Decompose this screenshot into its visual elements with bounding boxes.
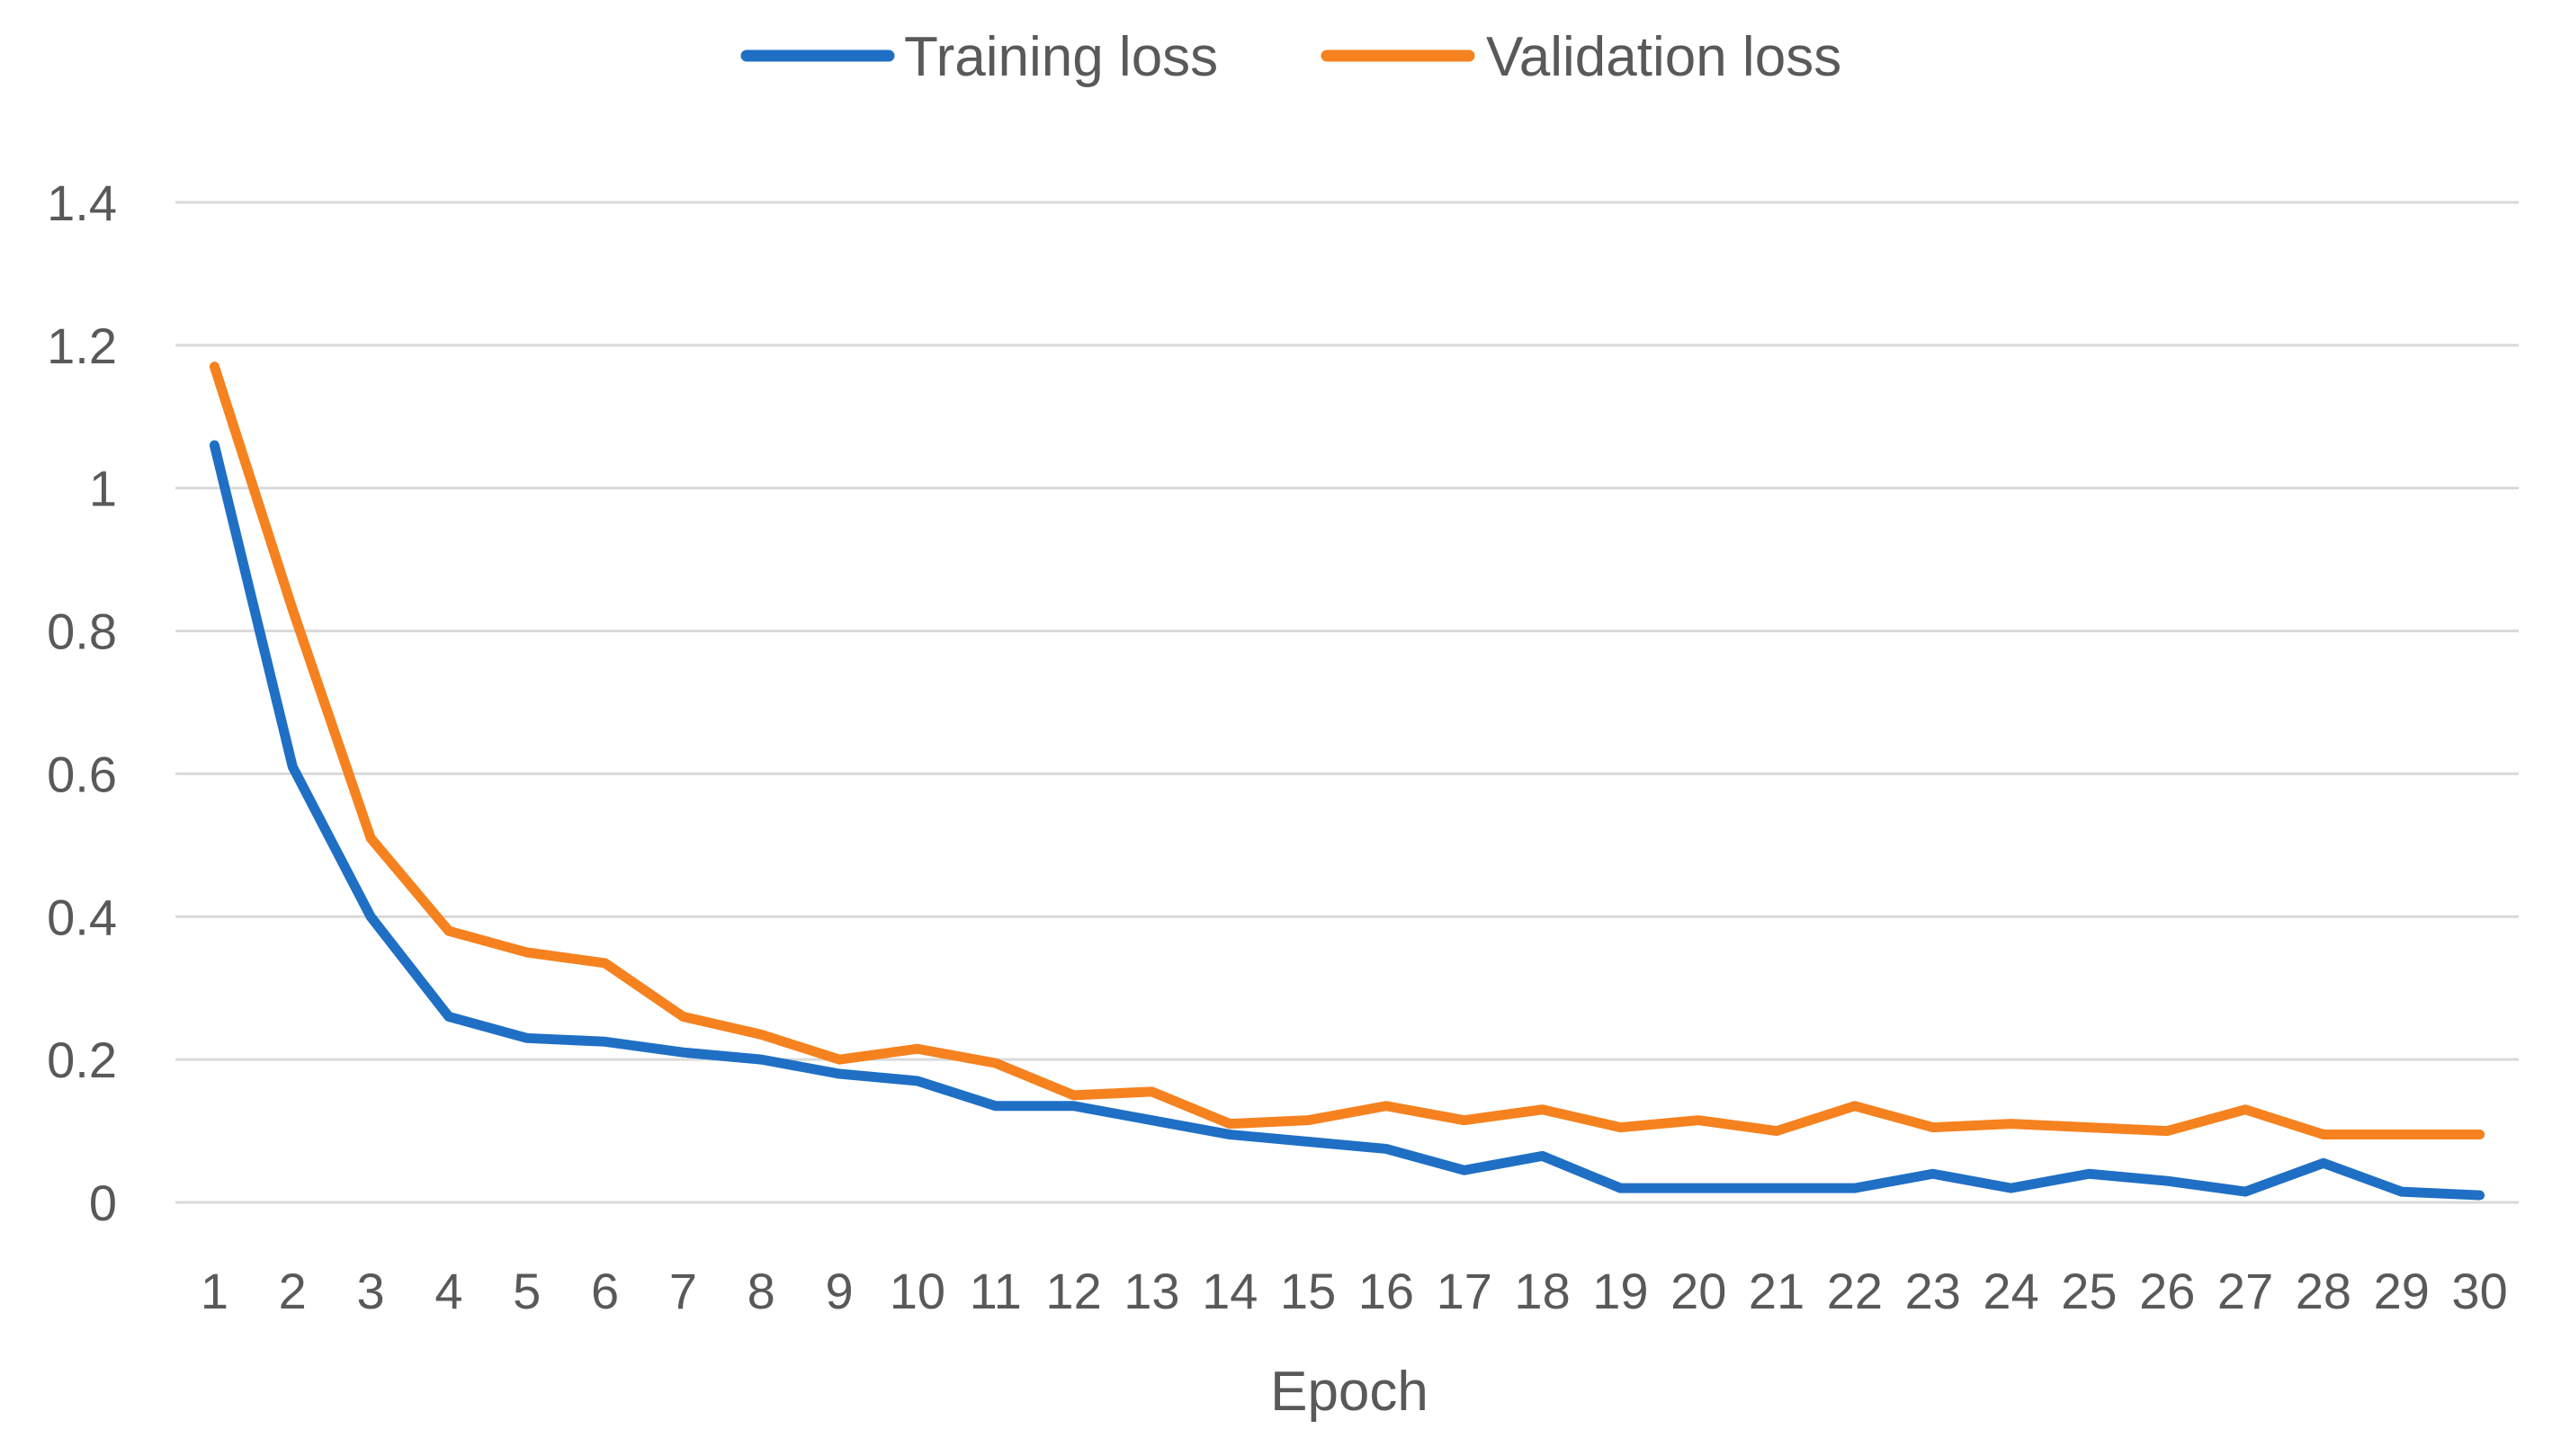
x-tick-label: 21 (1749, 1263, 1804, 1319)
gridlines (175, 201, 2519, 1204)
legend: Training loss Validation loss (740, 26, 1841, 88)
x-tick-label: 15 (1280, 1263, 1336, 1319)
x-tick-label: 17 (1437, 1263, 1492, 1319)
x-tick-label: 3 (357, 1263, 385, 1319)
x-tick-label: 1 (201, 1263, 228, 1319)
x-tick-label: 23 (1905, 1263, 1961, 1319)
x-tick-label: 16 (1358, 1263, 1414, 1319)
y-tick-label: 1.4 (47, 174, 117, 231)
y-tick-label: 0.4 (47, 889, 117, 945)
series-lines (209, 362, 2485, 1201)
y-tick-label: 0.6 (47, 746, 117, 802)
y-tick-label: 0.8 (47, 603, 117, 660)
y-tick-label: 0 (89, 1175, 117, 1231)
x-tick-label: 9 (826, 1263, 854, 1319)
x-tick-label: 7 (669, 1263, 697, 1319)
series-line-0 (209, 440, 2485, 1201)
x-tick-label: 24 (1983, 1263, 2038, 1319)
x-tick-label: 29 (2374, 1263, 2430, 1319)
x-tick-label: 13 (1124, 1263, 1179, 1319)
x-tick-label: 25 (2061, 1263, 2117, 1319)
x-tick-label: 28 (2296, 1263, 2351, 1319)
x-tick-label: 10 (890, 1263, 945, 1319)
x-tick-label: 30 (2451, 1263, 2507, 1319)
legend-label-1: Validation loss (1486, 26, 1841, 88)
x-tick-label: 2 (279, 1263, 307, 1319)
x-tick-label: 27 (2217, 1263, 2273, 1319)
y-axis-tick-labels: 0 0.2 0.4 0.6 0.8 1 1.2 1.4 (47, 174, 117, 1231)
x-tick-label: 18 (1514, 1263, 1570, 1319)
x-tick-label: 19 (1592, 1263, 1648, 1319)
x-tick-label: 5 (513, 1263, 541, 1319)
series-line-1 (209, 362, 2485, 1140)
x-axis-title: Epoch (1270, 1361, 1428, 1423)
x-tick-label: 14 (1202, 1263, 1258, 1319)
x-tick-label: 26 (2139, 1263, 2195, 1319)
x-tick-label: 4 (434, 1263, 462, 1319)
x-tick-label: 11 (970, 1263, 1022, 1319)
y-tick-label: 0.2 (47, 1032, 117, 1088)
x-tick-label: 6 (591, 1263, 619, 1319)
x-tick-label: 20 (1670, 1263, 1726, 1319)
x-tick-label: 22 (1827, 1263, 1883, 1319)
x-axis-tick-labels: 1 2 3 4 5 6 7 8 9 10 11 12 13 14 15 16 17 18 19 20 21 22 23 24 2… (201, 1263, 2508, 1319)
y-tick-label: 1.2 (47, 317, 117, 374)
legend-label-0: Training loss (904, 26, 1218, 88)
x-tick-label: 8 (748, 1263, 775, 1319)
x-tick-label: 12 (1045, 1263, 1101, 1319)
y-tick-label: 1 (89, 460, 117, 517)
